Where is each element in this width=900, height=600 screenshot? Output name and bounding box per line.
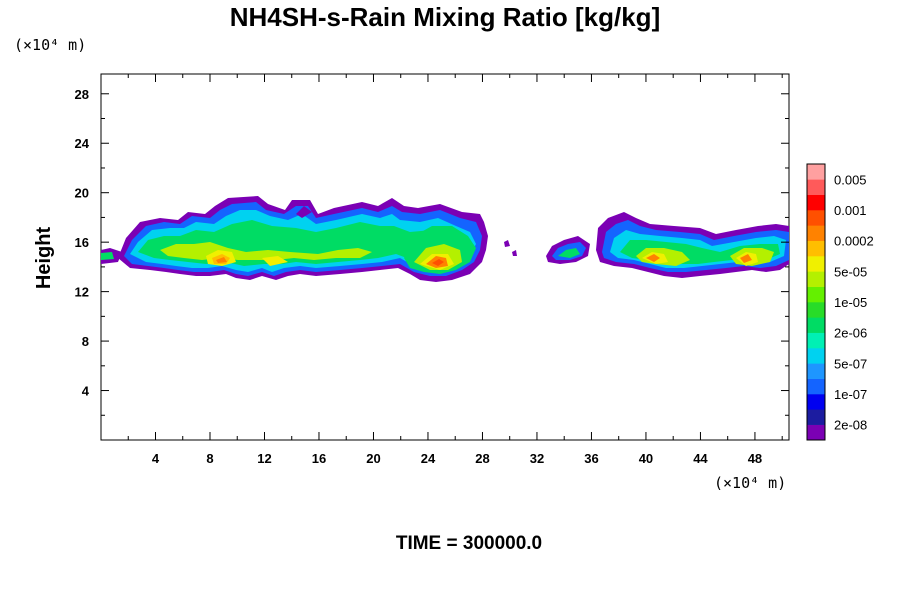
colorbar-label: 0.001 [834,203,867,218]
colorbar-swatch [807,256,825,272]
colorbar-swatch [807,225,825,241]
time-label: TIME = 300000.0 [396,533,542,554]
colorbar-swatch [807,378,825,395]
x-tick-label: 12 [257,451,271,466]
colorbar-swatch [807,409,825,425]
y-tick-label: 28 [75,87,89,102]
x-tick-label: 20 [366,451,380,466]
colorbar-swatch [807,332,825,349]
colorbar-label: 1e-05 [834,295,867,310]
colorbar-label: 1e-07 [834,387,867,402]
x-tick-label: 8 [206,451,213,466]
contour-field [101,196,789,282]
y-tick-label: 4 [82,384,90,399]
y-tick-label: 20 [75,186,89,201]
y-axis-ticks: 4 8 12 16 20 24 28 [75,87,789,416]
x-tick-label: 32 [530,451,544,466]
colorbar-frame [806,163,826,441]
colorbar-swatch [807,164,825,180]
x-tick-label: 36 [584,451,598,466]
colorbar-swatch [807,240,825,257]
colorbar-swatch [807,286,825,303]
colorbar-label: 5e-07 [834,356,867,371]
y-tick-label: 24 [75,136,90,151]
cloud-right-orange-2 [740,254,752,263]
y-tick-label: 12 [75,285,89,300]
x-tick-label: 28 [475,451,489,466]
colorbar-label: 0.0002 [834,234,874,249]
cloud-wisp-2 [504,240,510,247]
y-tick-label: 8 [82,334,89,349]
y-axis-label: Height [33,227,55,290]
cloud-main-yellow-patch-2 [262,256,288,266]
cloud-wisp-3 [512,250,517,256]
colorbar-label: 2e-06 [834,326,867,341]
x-axis-ticks: 4 8 12 16 20 24 28 32 36 40 44 48 [127,74,783,466]
cloud-mid-green [558,248,580,258]
x-tick-label: 4 [152,451,160,466]
colorbar-swatch [807,210,825,226]
colorbar-swatch [807,394,825,410]
colorbar-swatch [807,348,825,364]
cloud-tower-red [432,259,444,266]
x-unit-label: (×10⁴ m) [714,474,786,492]
cloud-left-edge-inner [101,252,114,260]
colorbar-swatch [807,424,825,441]
x-tick-label: 44 [693,451,708,466]
colorbar-swatch [807,302,825,318]
colorbar-swatch [807,317,825,333]
chart-title: NH4SH-s-Rain Mixing Ratio [kg/kg] [230,2,660,32]
colorbar-label: 2e-08 [834,418,867,433]
y-tick-label: 16 [75,235,89,250]
colorbar-swatch [807,363,825,379]
colorbar-swatch [807,271,825,287]
cloud-main-orange-core-1 [216,257,227,263]
x-tick-label: 16 [312,451,326,466]
cloud-right-orange-1 [646,254,660,262]
y-unit-label: (×10⁴ m) [14,36,86,54]
colorbar-swatch [807,194,825,211]
x-tick-label: 24 [421,451,436,466]
x-tick-label: 48 [748,451,762,466]
colorbar: 0.005 0.001 0.0002 5e-05 1e-05 2e-06 5e-07 1e-0… [806,163,874,441]
cloud-wisp-1 [296,206,312,218]
colorbar-label: 5e-05 [834,264,867,279]
x-tick-label: 40 [639,451,653,466]
colorbar-swatch [807,179,825,195]
colorbar-label: 0.005 [834,172,867,187]
